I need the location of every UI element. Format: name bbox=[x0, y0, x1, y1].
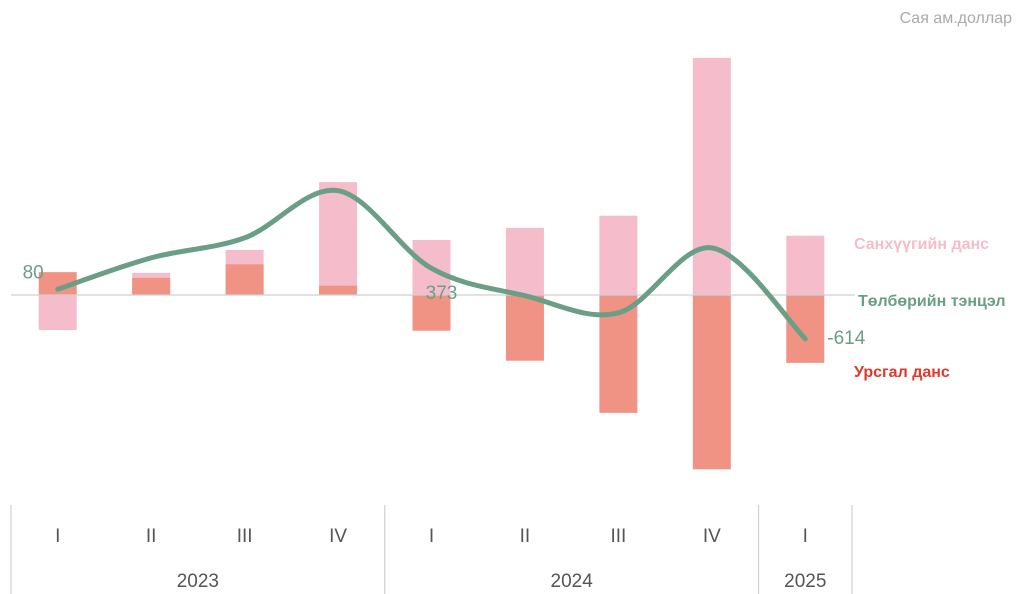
data-label: -614 bbox=[827, 328, 865, 349]
x-tick-label: II bbox=[520, 526, 531, 547]
bar bbox=[692, 295, 731, 470]
legend-label: Санхүүгийн данс bbox=[854, 236, 989, 253]
bar bbox=[692, 57, 731, 295]
data-label: 80 bbox=[23, 262, 44, 283]
bar bbox=[786, 295, 825, 363]
x-tick-label: IV bbox=[703, 526, 721, 547]
bar bbox=[38, 272, 77, 295]
legend-label: Урсгал данс bbox=[854, 364, 950, 381]
bar bbox=[505, 295, 544, 361]
bar bbox=[38, 295, 77, 330]
x-tick-label: IV bbox=[329, 526, 347, 547]
bar bbox=[319, 285, 358, 295]
data-label: 373 bbox=[426, 283, 458, 304]
bar bbox=[225, 264, 264, 295]
x-tick-label: III bbox=[610, 526, 626, 547]
bar bbox=[132, 277, 171, 295]
bar bbox=[505, 227, 544, 295]
x-tick-label: I bbox=[803, 526, 808, 547]
x-tick-label: I bbox=[429, 526, 434, 547]
x-tick-label: I bbox=[55, 526, 60, 547]
unit-label: Сая ам.доллар bbox=[900, 10, 1013, 27]
bar bbox=[599, 215, 638, 295]
line bbox=[55, 187, 808, 342]
legend-label: Төлбөрийн тэнцэл bbox=[858, 293, 1005, 310]
bar bbox=[786, 235, 825, 295]
year-label: 2024 bbox=[551, 571, 594, 592]
x-tick-label: II bbox=[146, 526, 157, 547]
bar bbox=[412, 295, 451, 331]
x-tick-label: III bbox=[237, 526, 253, 547]
year-label: 2025 bbox=[784, 571, 826, 592]
year-label: 2023 bbox=[177, 571, 219, 592]
bar bbox=[319, 182, 358, 295]
